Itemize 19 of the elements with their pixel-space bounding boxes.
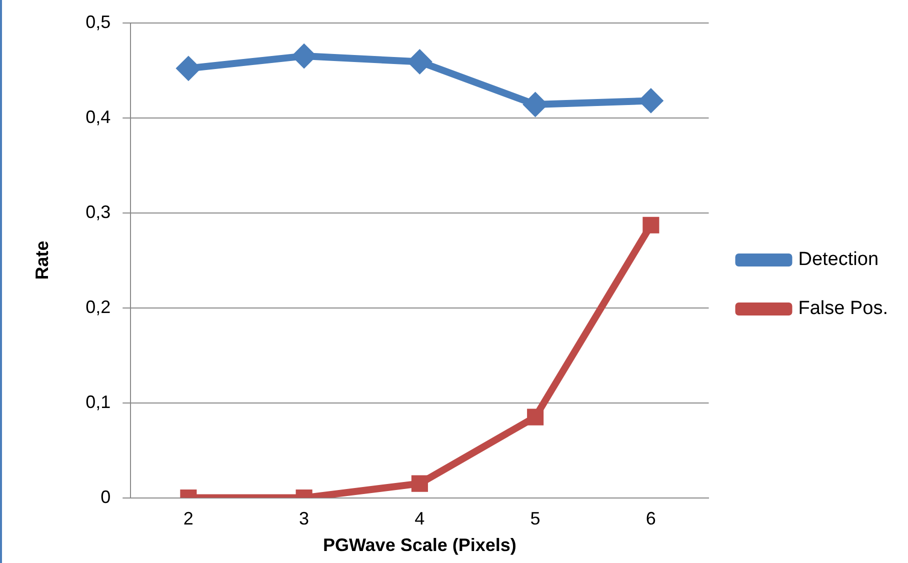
y-tick-label: 0,1	[86, 392, 111, 412]
y-tick-label: 0,2	[86, 296, 111, 317]
y-tick-label: 0,4	[86, 106, 111, 127]
y-tick-label: 0	[100, 486, 111, 507]
x-tick-label: 6	[646, 508, 656, 529]
legend-label: False Pos.	[798, 298, 888, 320]
point	[642, 216, 660, 234]
legend-label: Detection	[798, 249, 879, 270]
x-tick-label: 4	[414, 508, 425, 529]
point	[176, 56, 201, 81]
x-tick-label: 3	[299, 508, 310, 529]
point	[411, 475, 428, 492]
y-tick-label: 0,3	[86, 202, 111, 222]
x-tick-label: 2	[183, 508, 194, 529]
point	[527, 408, 544, 426]
x-axis-title: PGWave Scale (Pixels)	[322, 535, 516, 556]
y-tick-label: 0,5	[86, 12, 111, 32]
y-axis-title: Rate	[32, 240, 52, 280]
x-tick-label: 5	[530, 508, 540, 529]
